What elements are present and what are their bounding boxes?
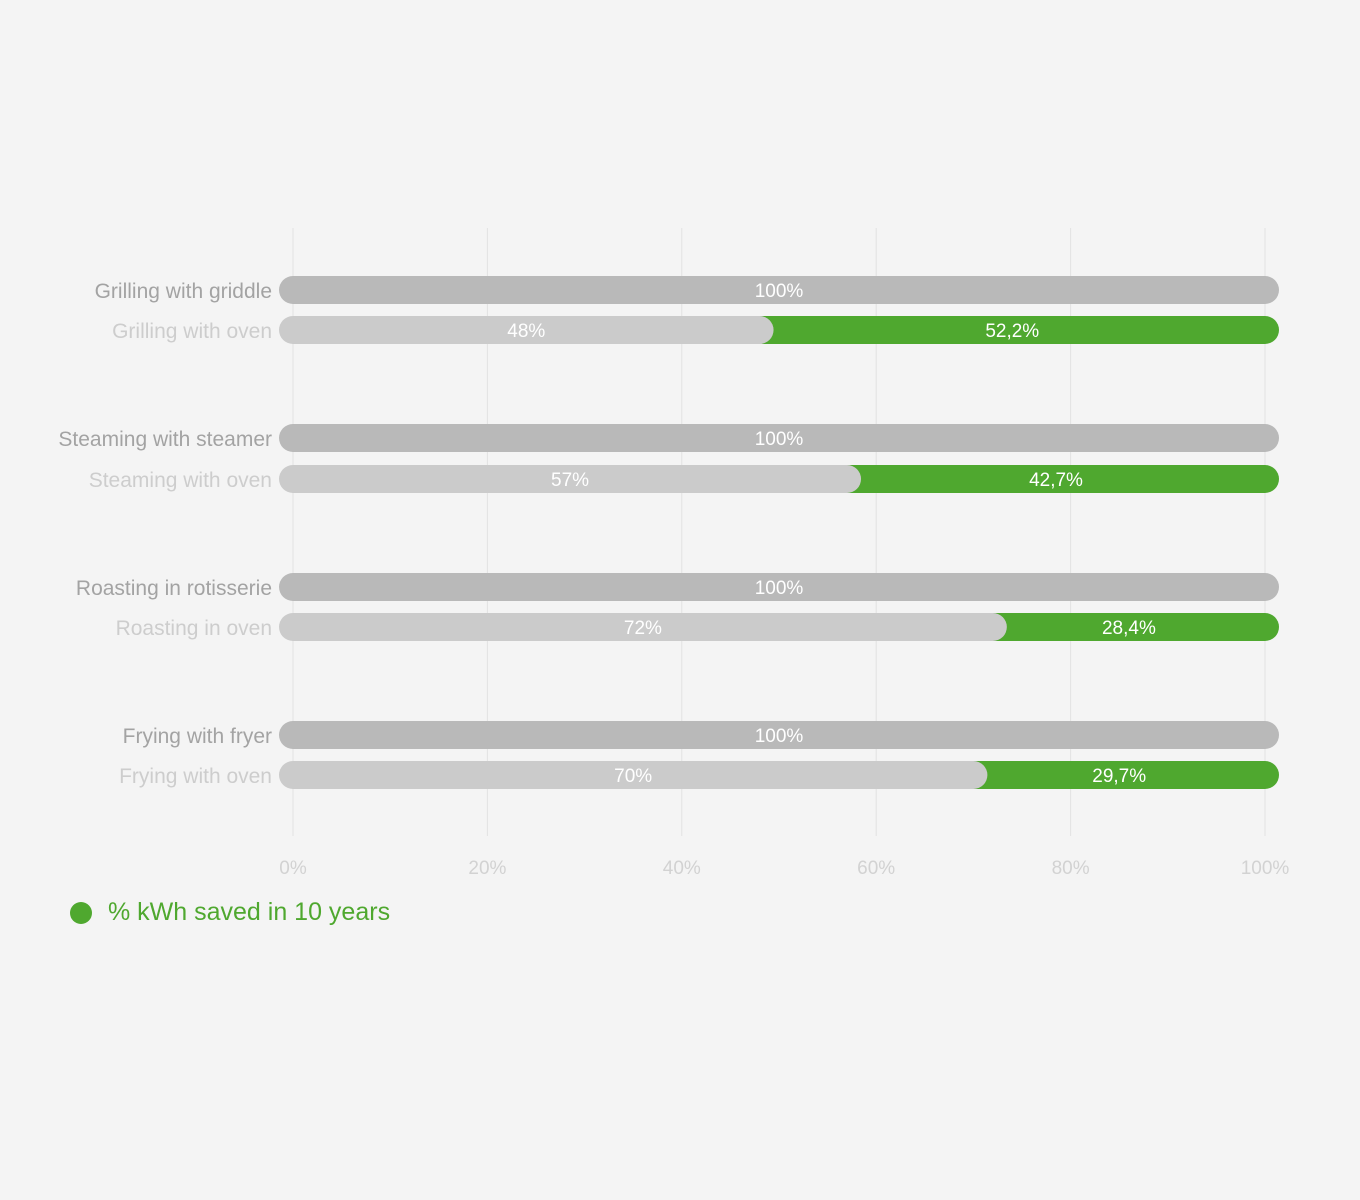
- row-label: Steaming with steamer: [58, 428, 272, 451]
- reference-bar: [279, 721, 1279, 749]
- oven-bar: [279, 316, 774, 344]
- row-label: Roasting in oven: [116, 617, 272, 640]
- oven-bar: [279, 465, 862, 493]
- saved-bar: [745, 316, 1279, 344]
- x-tick-label: 100%: [1241, 858, 1290, 879]
- saved-bar: [833, 465, 1279, 493]
- legend-label: % kWh saved in 10 years: [108, 898, 391, 926]
- row-label: Frying with fryer: [123, 725, 272, 748]
- bar-value-label: 57%: [551, 470, 589, 491]
- reference-bar: [279, 276, 1279, 304]
- bar-value-label: 100%: [755, 726, 804, 747]
- legend-dot-icon: [70, 901, 92, 924]
- x-tick-label: 0%: [279, 858, 307, 879]
- bar-value-label: 72%: [624, 618, 662, 639]
- reference-bar: [279, 424, 1279, 452]
- row-label: Grilling with oven: [112, 320, 272, 343]
- x-tick-label: 60%: [857, 858, 895, 879]
- x-tick-label: 20%: [468, 858, 506, 879]
- saved-bar: [978, 613, 1279, 641]
- oven-bar: [279, 761, 988, 789]
- saved-value-label: 28,4%: [1102, 618, 1156, 639]
- x-tick-label: 80%: [1052, 858, 1090, 879]
- saved-value-label: 42,7%: [1029, 470, 1083, 491]
- row-label: Grilling with griddle: [95, 280, 272, 303]
- saved-value-label: 29,7%: [1092, 766, 1146, 787]
- row-label: Roasting in rotisserie: [76, 577, 272, 600]
- bar-value-label: 100%: [755, 429, 804, 450]
- bar-value-label: 100%: [755, 281, 804, 302]
- saved-value-label: 52,2%: [985, 321, 1039, 342]
- saved-bar: [959, 761, 1279, 789]
- x-tick-label: 40%: [663, 858, 701, 879]
- reference-bar: [279, 573, 1279, 601]
- oven-bar: [279, 613, 1007, 641]
- bar-value-label: 100%: [755, 578, 804, 599]
- bar-value-label: 70%: [614, 766, 652, 787]
- row-label: Frying with oven: [119, 765, 272, 788]
- legend: % kWh saved in 10 years: [70, 898, 390, 927]
- bar-value-label: 48%: [507, 321, 545, 342]
- row-label: Steaming with oven: [89, 469, 272, 492]
